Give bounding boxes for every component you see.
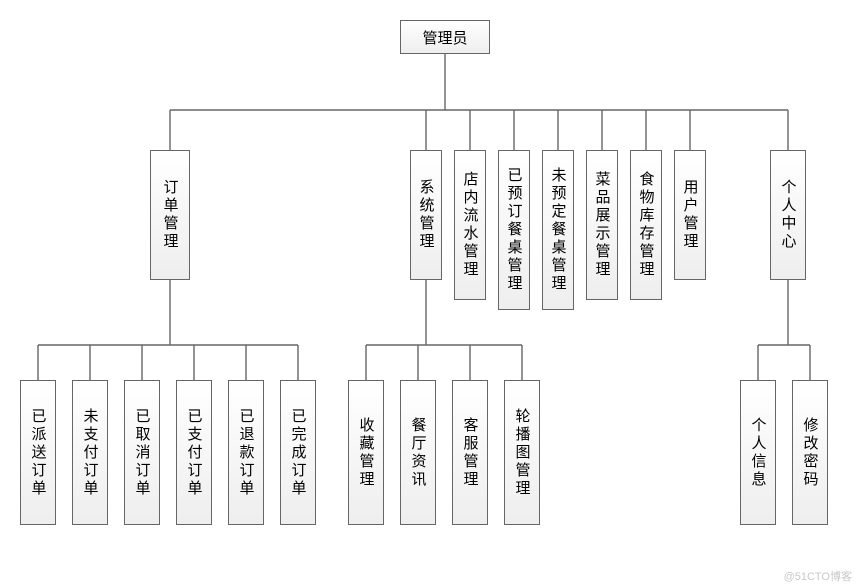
node-c22: 餐厅资讯 [400,380,436,525]
node-c12: 未支付订单 [72,380,108,525]
node-c91: 个人信息 [740,380,776,525]
node-m7: 食物库存管理 [630,150,662,300]
node-m8: 用户管理 [674,150,706,280]
node-c92: 修改密码 [792,380,828,525]
node-c21: 收藏管理 [348,380,384,525]
node-m9: 个人中心 [770,150,806,280]
node-m4: 已预订餐桌管理 [498,150,530,310]
node-c14: 已支付订单 [176,380,212,525]
node-root: 管理员 [400,20,490,54]
node-m2: 系统管理 [410,150,442,280]
node-m6: 菜品展示管理 [586,150,618,300]
node-c23: 客服管理 [452,380,488,525]
node-m3: 店内流水管理 [454,150,486,300]
watermark: @51CTO博客 [784,568,852,584]
node-c15: 已退款订单 [228,380,264,525]
node-m1: 订单管理 [150,150,190,280]
node-c11: 已派送订单 [20,380,56,525]
node-c13: 已取消订单 [124,380,160,525]
node-m5: 未预定餐桌管理 [542,150,574,310]
org-chart: @51CTO博客 管理员订单管理 系统管理店内流水管理已预订餐桌管理未预定餐桌管理… [0,0,858,586]
node-c16: 已完成订单 [280,380,316,525]
node-c24: 轮播图管理 [504,380,540,525]
